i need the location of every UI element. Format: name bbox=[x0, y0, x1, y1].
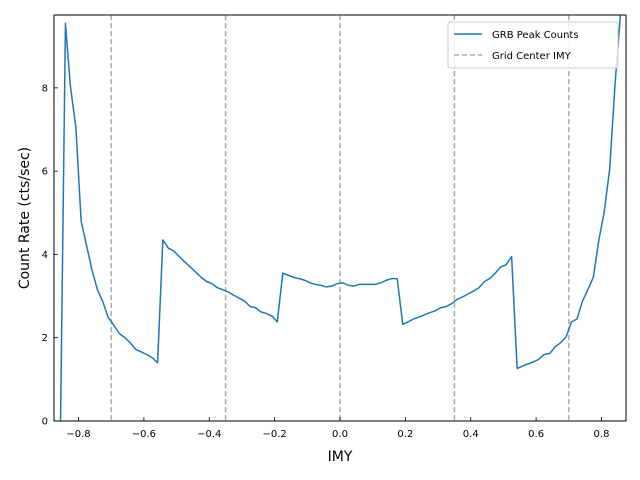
grid-center-lines bbox=[110, 15, 570, 421]
x-tick-label: 0.6 bbox=[528, 429, 544, 440]
legend-box bbox=[447, 21, 619, 69]
x-axis-label: IMY bbox=[328, 449, 353, 465]
x-tick-label: 0.4 bbox=[463, 429, 479, 440]
x-tick-label: −0.4 bbox=[197, 429, 221, 440]
x-axis-ticks: −0.8 −0.6 −0.4 −0.2 0.0 0.2 0.4 0.6 0.8 bbox=[66, 417, 609, 440]
x-tick-label: −0.6 bbox=[132, 429, 156, 440]
y-tick-label: 6 bbox=[42, 167, 48, 178]
legend-entry-grid-center-imy: Grid Center IMY bbox=[492, 51, 572, 62]
x-tick-label: 0.8 bbox=[594, 429, 610, 440]
y-tick-label: 0 bbox=[42, 417, 48, 428]
x-tick-label: −0.8 bbox=[66, 429, 90, 440]
grb-peak-counts-line bbox=[59, 15, 622, 421]
y-tick-label: 2 bbox=[42, 333, 48, 344]
series-layer bbox=[59, 15, 622, 421]
y-axis-label: Count Rate (cts/sec) bbox=[17, 147, 33, 289]
x-tick-label: 0.0 bbox=[332, 429, 348, 440]
x-tick-label: 0.2 bbox=[397, 429, 413, 440]
x-tick-label: −0.2 bbox=[262, 429, 286, 440]
y-axis-ticks: 0 2 4 6 8 bbox=[42, 83, 58, 428]
y-tick-label: 4 bbox=[42, 250, 48, 261]
legend-entry-grb-peak-counts: GRB Peak Counts bbox=[492, 30, 579, 41]
legend: GRB Peak Counts Grid Center IMY bbox=[447, 21, 619, 69]
y-tick-label: 8 bbox=[42, 83, 48, 94]
